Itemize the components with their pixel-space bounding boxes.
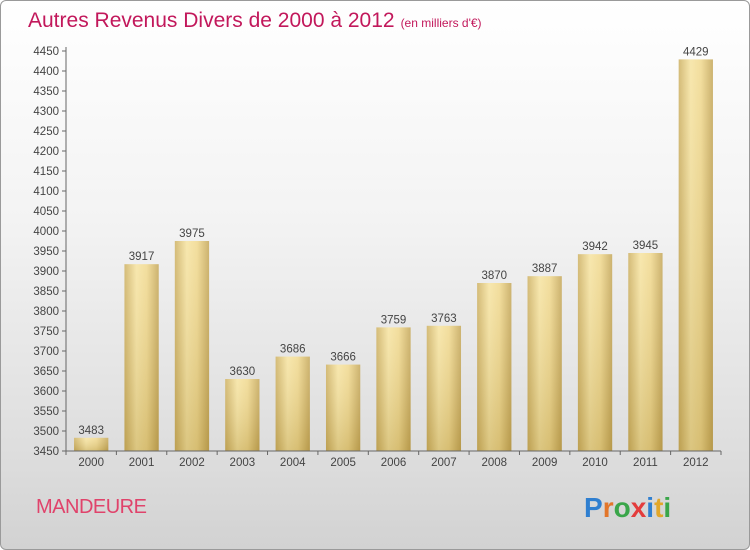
bar-shade-2006	[376, 327, 411, 451]
x-tick-label-2011: 2011	[633, 457, 658, 469]
bar-shade-2012	[678, 59, 713, 452]
chart-title: Autres Revenus Divers de 2000 à 2012 (en …	[28, 9, 482, 33]
y-tick-label: 4300	[33, 106, 59, 118]
y-tick-label: 4050	[33, 206, 59, 218]
x-tick-label-2012: 2012	[683, 457, 709, 469]
bar-shade-2011	[628, 253, 663, 451]
y-tick-label: 4100	[33, 186, 59, 198]
bar-shade-2005	[325, 364, 361, 451]
data-label-2012: 4429	[683, 46, 709, 58]
city-name: MANDEURE	[36, 496, 147, 518]
y-tick-label: 4350	[33, 86, 59, 98]
chart-title-text: Autres Revenus Divers de 2000 à 2012	[28, 9, 395, 32]
y-tick-label: 3800	[33, 306, 59, 318]
x-tick-label-2002: 2002	[179, 457, 205, 469]
x-tick-label-2008: 2008	[481, 457, 507, 469]
bars: 3483 3917 3975 3630 3686 3666 3759 3763 3870 3887…	[74, 46, 713, 452]
y-tick-label: 4250	[33, 126, 59, 138]
data-label-2001: 3917	[129, 251, 155, 263]
y-tick-label: 3550	[33, 406, 59, 418]
data-label-2000: 3483	[78, 425, 104, 437]
y-tick-label: 4150	[33, 166, 59, 178]
bar-shade-2007	[426, 325, 462, 451]
y-tick-label: 3750	[33, 326, 59, 338]
bar-shade-2009	[527, 276, 562, 451]
y-tick-label: 3450	[33, 446, 59, 458]
data-label-2005: 3666	[330, 352, 356, 364]
data-label-2009: 3887	[532, 263, 558, 275]
proxiti-logo: Proxiti	[584, 492, 671, 523]
bar-shade-2010	[577, 254, 613, 451]
data-label-2010: 3942	[582, 241, 608, 253]
y-tick-label: 3650	[33, 366, 59, 378]
y-tick-label: 3950	[33, 246, 59, 258]
y-tick-label: 4400	[33, 66, 59, 78]
x-tick-label-2006: 2006	[381, 457, 407, 469]
data-label-2002: 3975	[179, 228, 205, 240]
y-tick-label: 3700	[33, 346, 59, 358]
data-label-2011: 3945	[633, 240, 659, 252]
x-tick-label-2007: 2007	[431, 457, 457, 469]
y-tick-label: 3900	[33, 266, 59, 278]
logo-text: Proxiti	[584, 492, 671, 523]
data-label-2003: 3630	[230, 366, 256, 378]
x-tick-label-2010: 2010	[582, 457, 608, 469]
y-tick-label: 3600	[33, 386, 59, 398]
x-tick-label-2009: 2009	[532, 457, 558, 469]
chart-subtitle: (en milliers d'€)	[400, 16, 482, 30]
y-axis: 3450 3500 3550 3600 3650 3700 3750 3800 3850 3900…	[33, 46, 67, 458]
data-label-2004: 3686	[280, 344, 306, 356]
y-tick-label: 4450	[33, 46, 59, 58]
bar-shade-2002	[174, 241, 210, 451]
data-label-2007: 3763	[431, 313, 457, 325]
x-tick-label-2000: 2000	[78, 457, 104, 469]
bar-shade-2004	[275, 356, 310, 451]
data-label-2008: 3870	[481, 270, 507, 282]
x-axis: 2000 2001 2002 2003 2004 2005 2006 2007 2008 2009…	[65, 450, 722, 469]
x-tick-label-2003: 2003	[230, 457, 256, 469]
x-tick-label-2004: 2004	[280, 457, 306, 469]
bar-shade-2003	[225, 379, 260, 451]
y-tick-label: 4200	[33, 146, 59, 158]
bar-shade-2008	[477, 283, 512, 451]
data-label-2006: 3759	[381, 314, 407, 326]
y-tick-label: 4000	[33, 226, 59, 238]
x-tick-label-2001: 2001	[129, 457, 155, 469]
y-tick-label: 3500	[33, 426, 59, 438]
x-tick-label-2005: 2005	[330, 457, 356, 469]
bar-shade-2001	[124, 264, 159, 451]
y-tick-label: 3850	[33, 286, 59, 298]
bar-shade-2000	[74, 437, 109, 451]
